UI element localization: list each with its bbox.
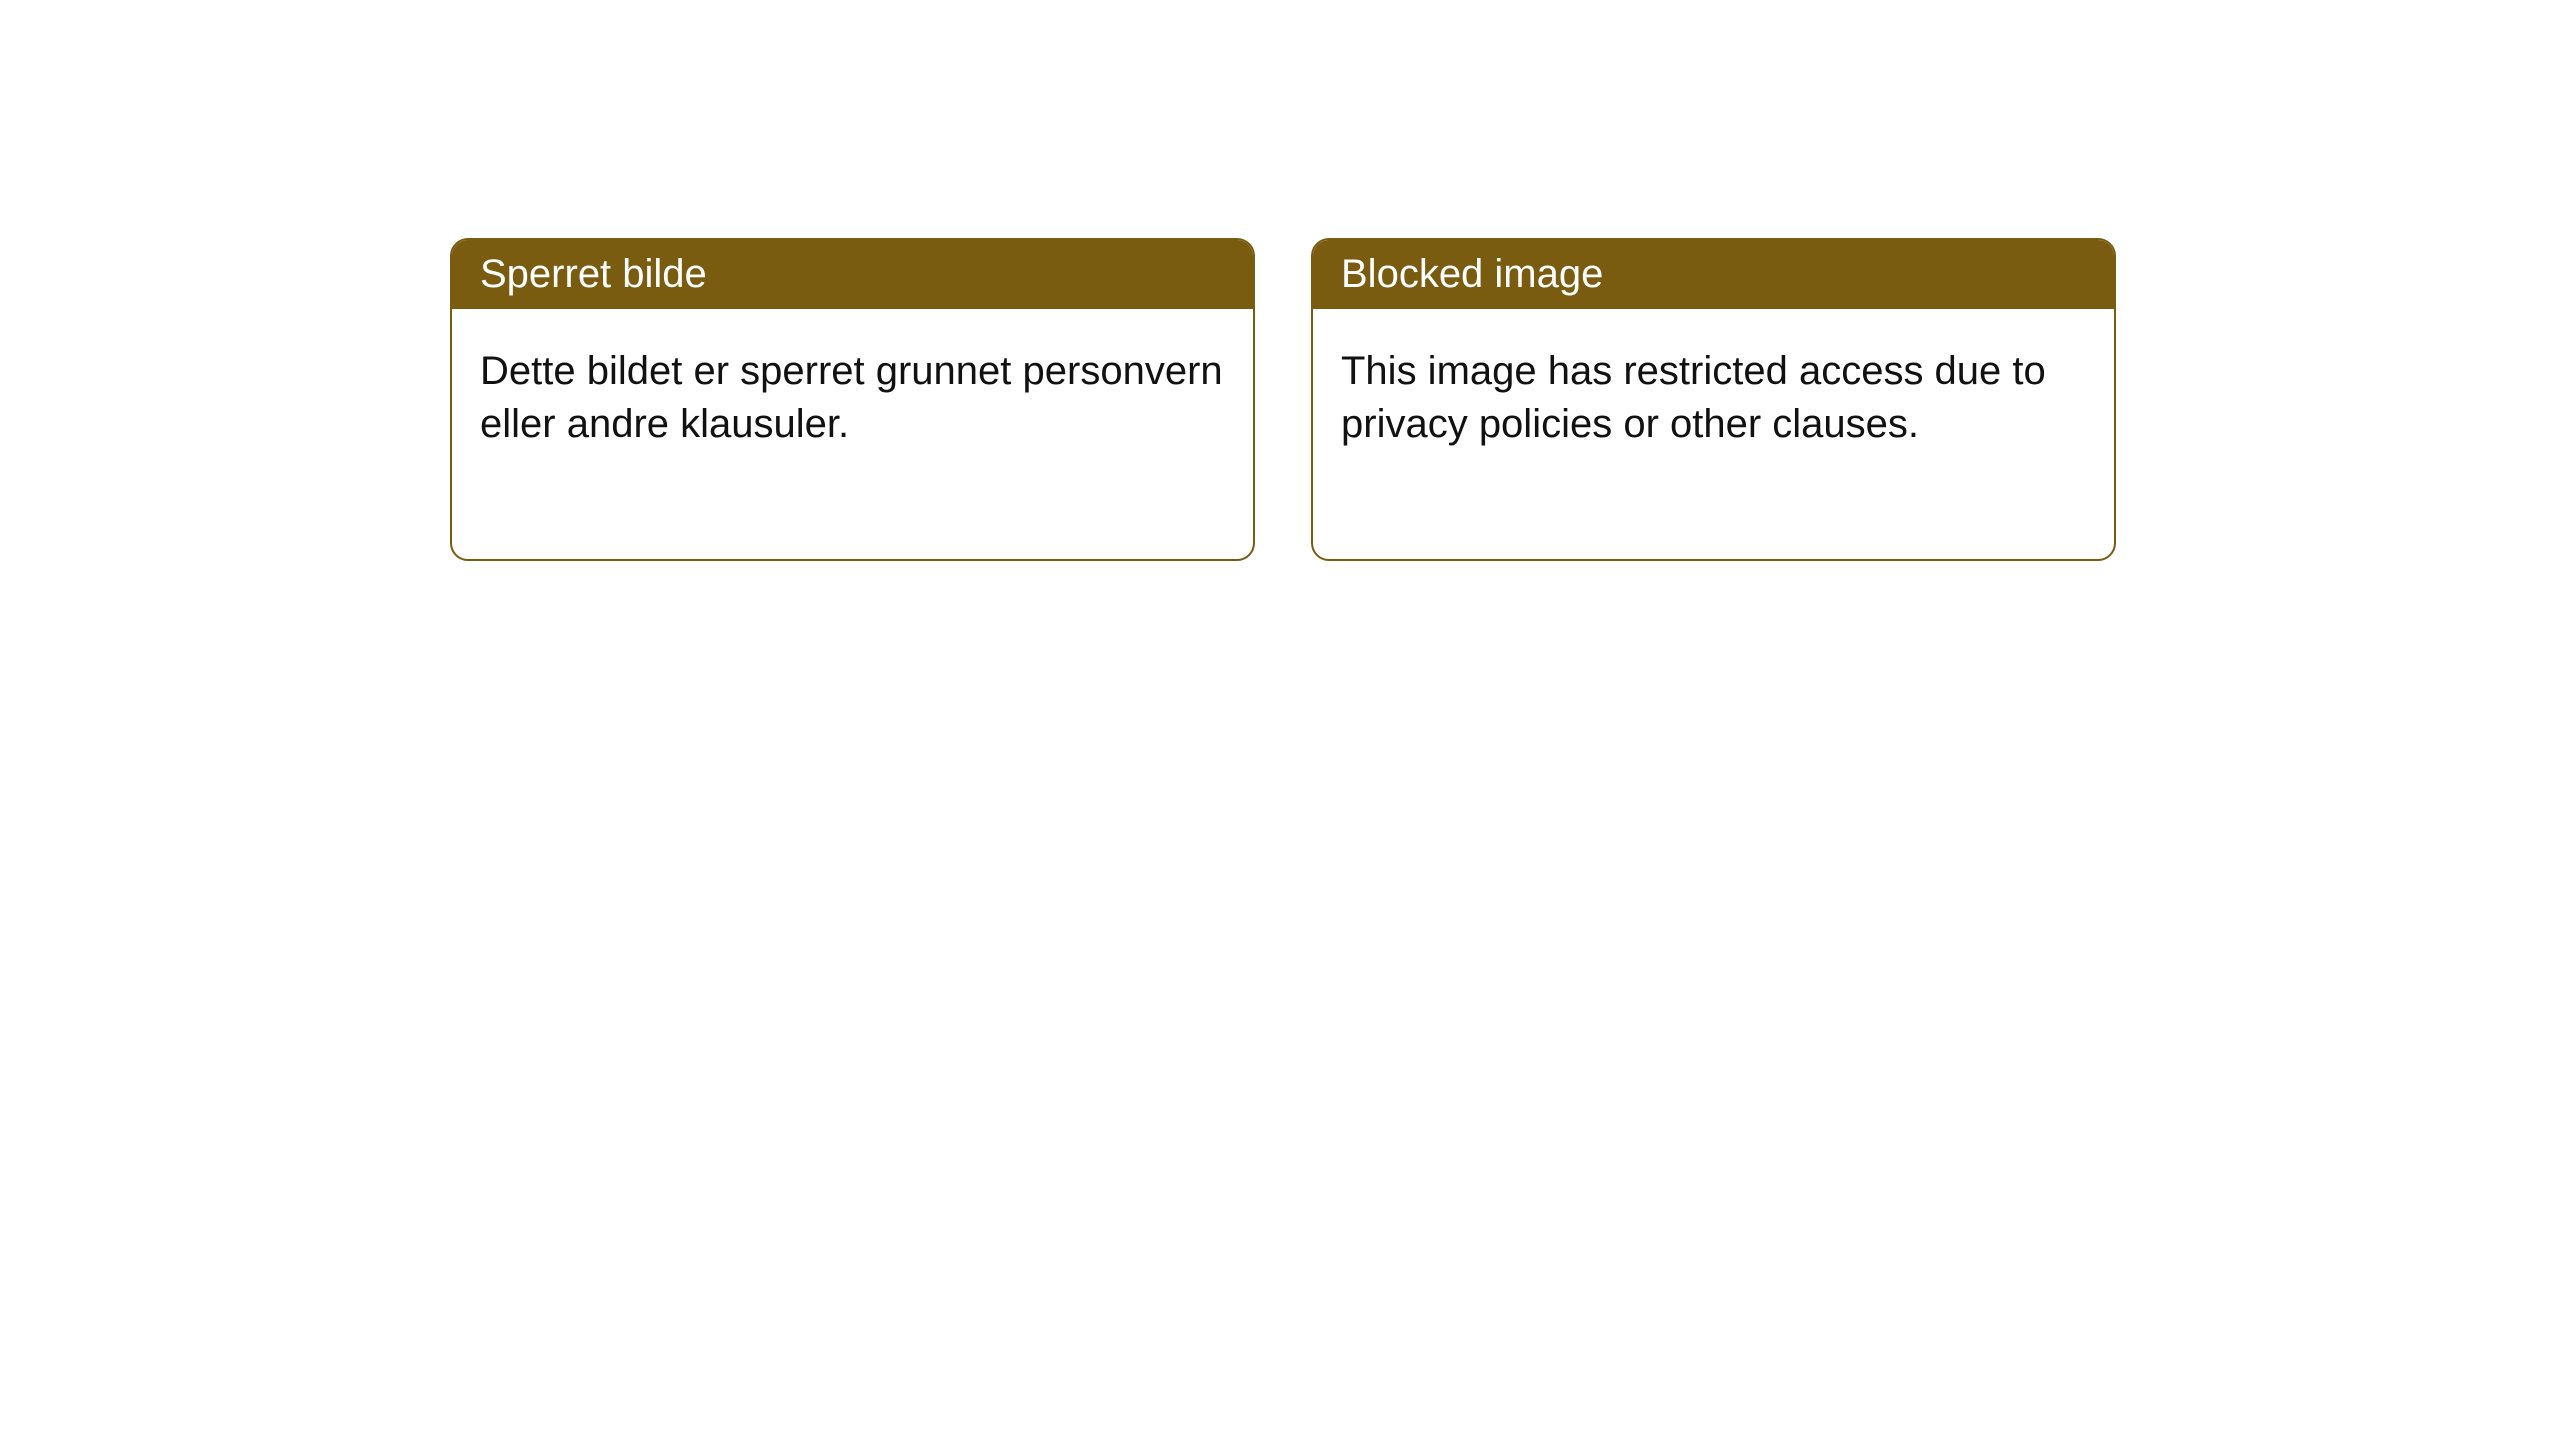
- notice-body-en: This image has restricted access due to …: [1313, 309, 2114, 559]
- notice-card-en: Blocked image This image has restricted …: [1311, 238, 2116, 561]
- notice-title-no: Sperret bilde: [452, 240, 1253, 309]
- notice-title-en: Blocked image: [1313, 240, 2114, 309]
- notice-body-no: Dette bildet er sperret grunnet personve…: [452, 309, 1253, 559]
- notice-container: Sperret bilde Dette bildet er sperret gr…: [0, 0, 2560, 561]
- notice-card-no: Sperret bilde Dette bildet er sperret gr…: [450, 238, 1255, 561]
